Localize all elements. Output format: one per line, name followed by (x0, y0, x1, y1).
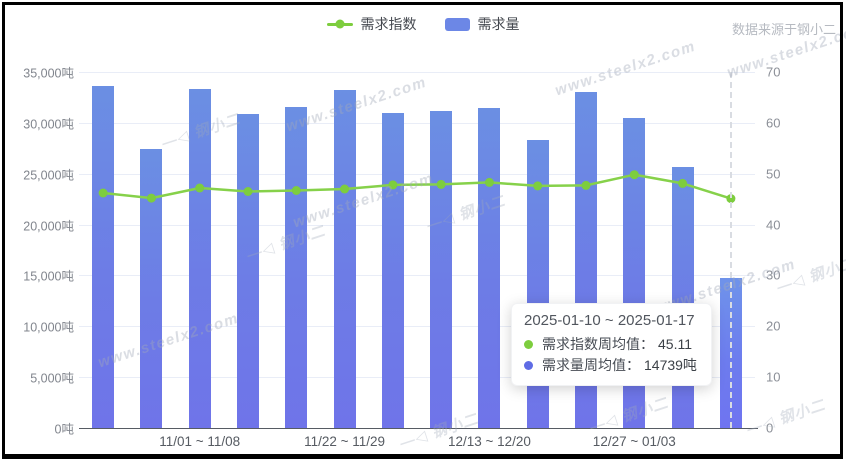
y-axis-tick-label: 50 (766, 166, 781, 182)
axis-pointer-dashed-line (729, 72, 732, 428)
y-axis-tick-label: 10 (766, 369, 781, 385)
line-point[interactable] (629, 170, 639, 180)
tooltip-marker-demand-volume (524, 361, 533, 370)
tooltip-row-demand-index: 需求指数周均值： 45.11 (524, 334, 699, 355)
bar[interactable] (140, 149, 163, 428)
y-axis-tick-label: 0吨 (54, 422, 74, 437)
line-point[interactable] (195, 183, 205, 193)
line-point[interactable] (243, 187, 253, 196)
y-axis-tick-label: 40 (766, 217, 781, 233)
y-axis-tick-label: 5,000吨 (30, 371, 74, 386)
tooltip-label-demand-index: 需求指数周均值： (542, 336, 654, 352)
tooltip-row-demand-volume: 需求量周均值： 14739吨 (524, 355, 699, 376)
bar[interactable] (188, 89, 211, 428)
tooltip-value-demand-index: 45.11 (658, 336, 692, 352)
gridline (79, 224, 755, 226)
x-axis-tick-label: 12/27 ~ 01/03 (592, 434, 676, 449)
gridline (79, 72, 755, 73)
x-axis-tick-label: 11/01 ~ 11/08 (159, 434, 241, 449)
y-axis-tick-label: 10,000吨 (23, 320, 74, 335)
y-axis-tick-label: 70 (766, 64, 781, 80)
x-axis-line (79, 428, 758, 429)
gridline (79, 377, 755, 379)
line-point[interactable] (533, 181, 543, 191)
line-point[interactable] (388, 180, 398, 190)
bar[interactable] (430, 110, 453, 428)
bar[interactable] (285, 106, 308, 428)
line-point[interactable] (340, 184, 350, 194)
y-axis-tick-label: 30,000吨 (23, 117, 74, 132)
bar[interactable] (92, 86, 115, 428)
y-axis-tick-label: 25,000吨 (23, 168, 74, 183)
tooltip-title: 2025-01-10 ~ 2025-01-17 (524, 312, 695, 329)
line-series-icon (326, 19, 353, 29)
line-point-icon (335, 19, 344, 29)
line-point[interactable] (98, 188, 108, 198)
bar[interactable] (478, 107, 501, 428)
legend-label-demand-index: 需求指数 (360, 16, 417, 32)
y-axis-tick-label: 20,000吨 (23, 219, 74, 234)
line-point[interactable] (146, 193, 156, 203)
x-axis-tick-label: 11/22 ~ 11/29 (304, 434, 386, 449)
legend-label-demand-volume: 需求量 (477, 16, 520, 32)
tooltip-value-demand-volume: 14739吨 (644, 357, 697, 373)
gridline (79, 326, 755, 328)
y-axis-tick-label: 0 (766, 420, 774, 436)
gridline (79, 173, 755, 175)
line-point[interactable] (581, 180, 591, 190)
y-axis-tick-label: 20 (766, 318, 781, 334)
gridline (79, 122, 755, 124)
line-point[interactable] (436, 179, 446, 189)
x-axis-tick-label: 12/13 ~ 12/20 (447, 434, 531, 449)
bar[interactable] (381, 112, 404, 428)
y-axis-right-labels: 70 60 50 40 30 20 10 0 (766, 65, 826, 436)
y-axis-tick-label: 35,000吨 (23, 66, 74, 81)
tooltip-label-demand-volume: 需求量周均值： (542, 357, 640, 373)
legend-item-demand-index[interactable]: 需求指数 (326, 14, 417, 34)
tooltip: 2025-01-10 ~ 2025-01-17 需求指数周均值： 45.11 需… (511, 303, 712, 386)
line-path (102, 173, 732, 200)
bar-series-icon (444, 17, 470, 31)
line-point[interactable] (484, 177, 494, 187)
bar[interactable] (237, 114, 259, 428)
line-point[interactable] (291, 186, 301, 195)
legend: 需求指数 需求量 (0, 14, 846, 34)
y-axis-tick-label: 30 (766, 267, 781, 283)
y-axis-left-labels: 35,000吨 30,000吨 25,000吨 20,000吨 15,000吨 10,00… (0, 67, 74, 437)
line-point[interactable] (678, 178, 688, 188)
bar[interactable] (333, 89, 356, 428)
tooltip-marker-demand-index (524, 340, 533, 349)
legend-item-demand-volume[interactable]: 需求量 (444, 14, 520, 34)
data-source-label: 数据来源于钢小二 (731, 22, 836, 37)
line-series[interactable] (79, 72, 755, 428)
y-axis-tick-label: 15,000吨 (23, 269, 74, 284)
y-axis-tick-label: 60 (766, 115, 781, 131)
gridline (79, 275, 755, 277)
x-axis-labels: 11/01 ~ 11/08 11/22 ~ 11/29 12/13 ~ 12/20 1… (79, 434, 755, 452)
